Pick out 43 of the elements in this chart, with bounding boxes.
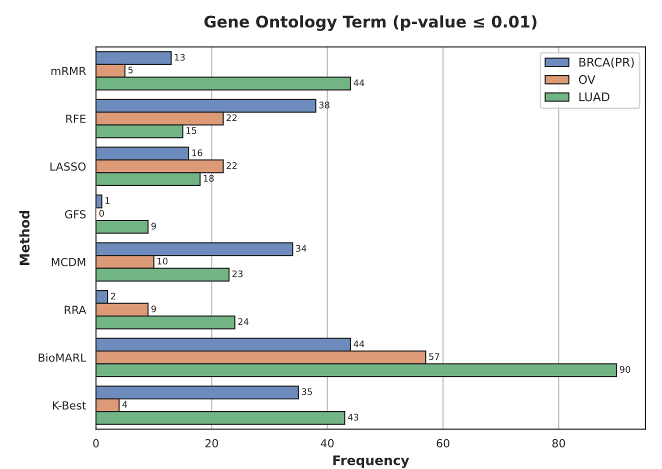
data-label: 4 (122, 401, 128, 408)
y-tick-label: K-Best (53, 401, 86, 410)
data-label: 10 (158, 258, 168, 265)
y-tick-label: RFE (66, 114, 86, 123)
y-tick-label: BioMARL (38, 353, 86, 362)
data-label: 22 (226, 162, 237, 169)
data-label: 57 (429, 353, 440, 360)
data-label: 44 (354, 340, 364, 348)
x-axis-title: Frequency (333, 455, 410, 468)
chart-title: Gene Ontology Term (p-value ≤ 0.01) (204, 15, 536, 31)
data-label: 5 (128, 66, 133, 74)
y-tick-label: GFS (65, 210, 86, 219)
x-tick-label: 80 (552, 439, 566, 448)
data-label: 18 (204, 174, 214, 182)
data-label: 16 (192, 149, 202, 156)
y-tick-label: RRA (64, 306, 86, 314)
data-label: 13 (174, 54, 185, 61)
data-label: 35 (302, 388, 312, 396)
data-label: 23 (232, 270, 243, 278)
x-tick-label: 40 (320, 439, 334, 448)
x-tick-label: 60 (436, 439, 450, 448)
data-label: 38 (319, 102, 330, 108)
y-tick-label: mRMR (51, 66, 86, 76)
data-label: 34 (296, 244, 306, 252)
data-label: 43 (348, 414, 358, 421)
data-label: 9 (151, 222, 156, 230)
x-tick-label: 0 (93, 439, 99, 448)
data-label: 22 (226, 114, 237, 122)
legend-label: BRCA(PR) (579, 58, 634, 68)
data-label: 9 (151, 305, 156, 312)
y-tick-label: LASSO (50, 162, 86, 171)
data-label: 24 (238, 318, 249, 325)
y-axis-title: Method (19, 210, 30, 265)
legend-label: LUAD (579, 92, 610, 102)
data-label: 0 (99, 210, 104, 217)
data-label: 15 (186, 127, 196, 134)
y-tick-label: MCDM (52, 258, 86, 266)
legend-label: OV (578, 75, 596, 84)
data-label: 90 (620, 366, 630, 373)
x-tick-label: 20 (205, 439, 218, 448)
data-label: 2 (110, 292, 116, 300)
data-label: 44 (354, 79, 364, 86)
data-label: 1 (106, 197, 110, 204)
